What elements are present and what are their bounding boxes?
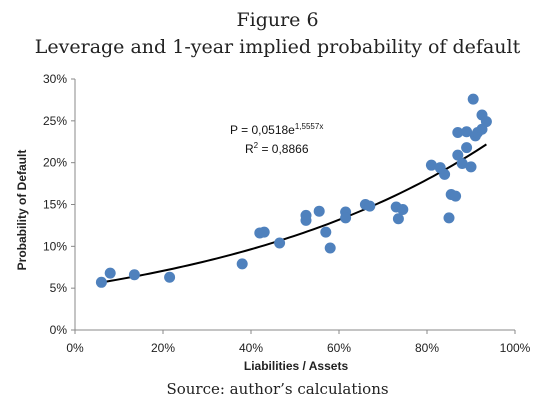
trendline — [101, 143, 487, 284]
data-point — [320, 226, 332, 238]
data-point — [274, 237, 286, 249]
data-point — [452, 127, 464, 139]
x-tick-label: 0% — [66, 341, 84, 355]
data-point — [236, 258, 248, 270]
data-point — [364, 200, 376, 212]
data-point — [452, 149, 464, 161]
data-point — [450, 190, 462, 202]
data-point — [461, 126, 473, 138]
chart-title: Leverage and 1-year implied probability … — [34, 36, 521, 58]
r-squared-label: R2 = 0,8866 — [245, 141, 309, 156]
source-note: Source: author’s calculations — [166, 380, 389, 398]
x-tick-label: 20% — [151, 341, 175, 355]
data-point — [128, 269, 140, 281]
x-tick-label: 60% — [327, 341, 351, 355]
data-point — [258, 226, 270, 238]
data-point — [324, 242, 336, 254]
data-point — [439, 168, 451, 180]
x-tick-label: 80% — [415, 341, 439, 355]
data-point — [425, 159, 437, 171]
y-axis-ticks: 0% 5% 10% 15% 20% 25% 30% — [43, 72, 75, 337]
y-tick-label: 0% — [50, 323, 68, 337]
y-tick-label: 25% — [43, 114, 67, 128]
y-tick-label: 5% — [50, 281, 68, 295]
data-points — [95, 93, 492, 288]
data-point — [95, 276, 107, 288]
data-point — [313, 205, 325, 217]
data-point — [443, 212, 455, 224]
trendline-equation: P = 0,0518e1,5557x — [230, 122, 323, 137]
y-tick-label: 30% — [43, 72, 67, 86]
data-point — [461, 142, 473, 154]
y-tick-label: 15% — [43, 198, 67, 212]
figure-number: Figure 6 — [236, 9, 319, 31]
x-tick-label: 40% — [239, 341, 263, 355]
x-tick-label: 100% — [500, 341, 531, 355]
trendline-group — [101, 143, 487, 284]
data-point — [397, 204, 409, 216]
data-point — [480, 116, 492, 128]
y-axis-label: Probability of Default — [15, 150, 29, 271]
x-axis-label: Liabilities / Assets — [244, 359, 349, 373]
data-point — [465, 161, 477, 173]
y-tick-label: 10% — [43, 239, 67, 253]
data-point — [104, 267, 116, 279]
data-point — [456, 158, 468, 170]
data-point — [392, 213, 404, 225]
chart-axes — [74, 79, 515, 331]
data-point — [467, 93, 479, 105]
x-axis-ticks: 0% 20% 40% 60% 80% 100% — [66, 330, 531, 355]
data-point — [300, 214, 312, 226]
data-point — [340, 212, 352, 224]
data-point — [164, 271, 176, 283]
y-tick-label: 20% — [43, 156, 67, 170]
